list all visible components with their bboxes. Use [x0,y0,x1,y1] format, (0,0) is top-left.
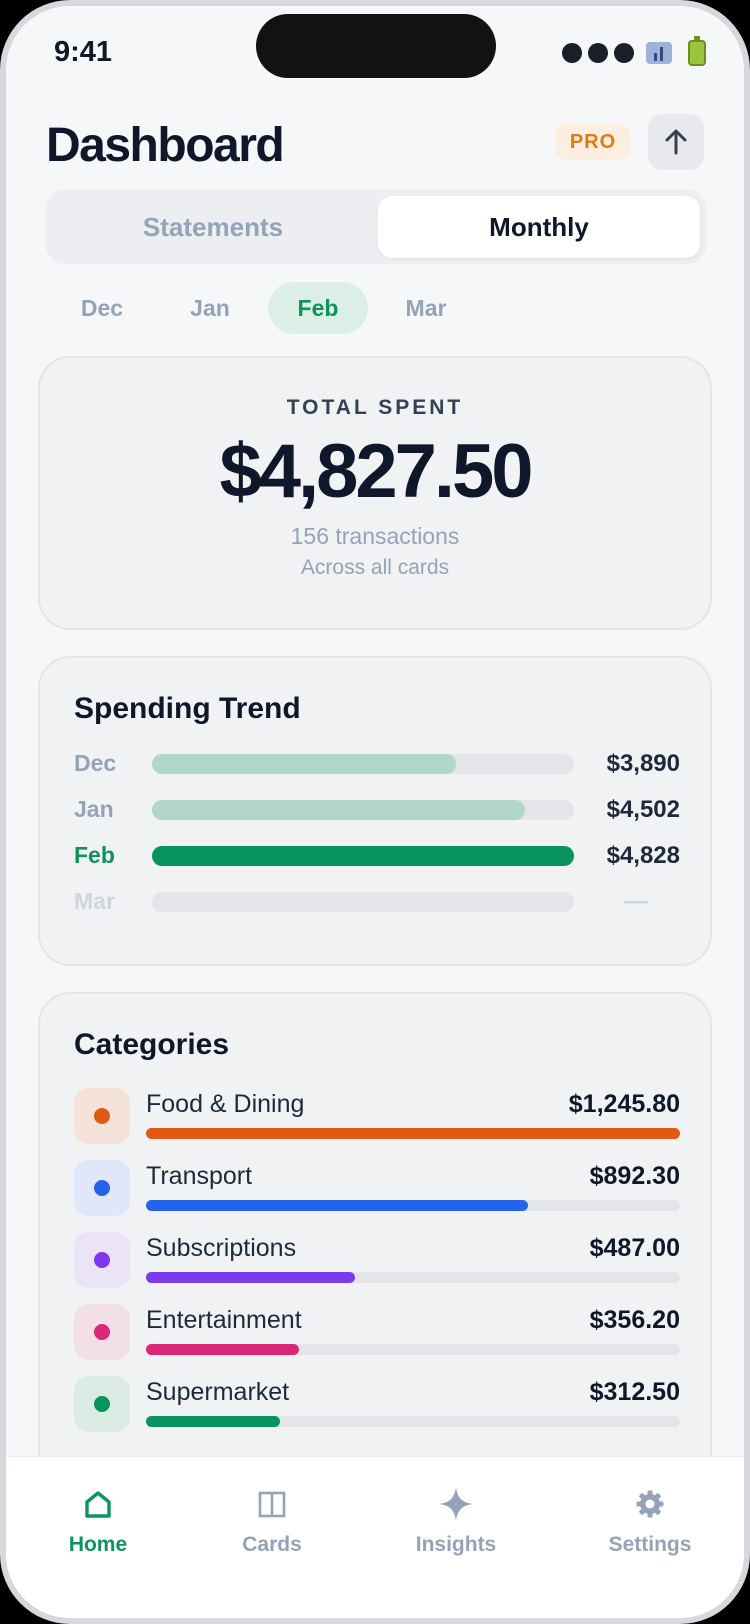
gear-icon [636,1490,664,1518]
signal-dot-icon [614,43,634,63]
category-dot-icon [74,1304,130,1360]
trend-month-label: Mar [74,888,115,914]
category-amount: $356.20 [589,1306,680,1334]
category-row-supermarket[interactable]: Supermarket $312.50 [74,1376,680,1432]
category-bar-track [146,1272,680,1283]
page-title: Dashboard [46,119,285,172]
app-screen: 9:41 Dashboard PRO Statements Monthly De… [6,6,744,1618]
category-dot-icon [74,1232,130,1288]
signal-bars-icon [646,42,672,64]
categories-title: Categories [74,1028,230,1061]
category-amount: $312.50 [589,1378,680,1406]
category-name: Supermarket [146,1378,290,1406]
tab-home[interactable]: Home [18,1479,178,1557]
trend-month-label: Jan [74,796,114,822]
sparkle-icon [439,1487,473,1521]
tab-settings[interactable]: Settings [570,1479,730,1557]
month-chip-mar[interactable]: Mar [405,294,447,321]
tab-insights[interactable]: Insights [376,1479,536,1557]
category-row-transport[interactable]: Transport $892.30 [74,1160,680,1216]
category-name: Transport [146,1162,253,1190]
category-bar-track [146,1416,680,1427]
category-bar-fill [146,1200,529,1211]
status-icons [562,36,706,66]
category-name: Food & Dining [146,1090,305,1118]
month-chip-dec[interactable]: Dec [80,294,124,321]
category-dot-icon [74,1160,130,1216]
trend-month-label: Feb [74,842,115,868]
trend-amount: — [624,888,648,915]
tab-insights-label: Insights [415,1533,497,1556]
trend-bar-track [152,846,574,866]
status-time: 9:41 [54,36,113,68]
category-bar-fill [146,1344,299,1355]
transaction-count: 156 transactions [290,523,460,549]
trend-bar-track [152,800,574,820]
tab-monthly[interactable]: Monthly [378,196,700,258]
trend-row[interactable]: Jan $4,502 [74,796,680,826]
spending-trend-card: Spending Trend Dec $3,890 Jan $4,502 Feb… [38,656,712,966]
trend-amount: $3,890 [606,750,680,777]
trend-amount: $4,828 [606,842,680,869]
signal-dot-icon [588,43,608,63]
trend-row[interactable]: Mar — [74,888,680,918]
trend-row[interactable]: Feb $4,828 [74,842,680,872]
trend-bar-fill [152,800,526,820]
category-dot-icon [74,1088,130,1144]
category-amount: $487.00 [589,1234,680,1262]
category-amount: $892.30 [589,1162,680,1190]
view-segmented-control: Statements Monthly [46,190,706,264]
category-bar-track [146,1200,680,1211]
total-scope: Across all cards [300,556,450,579]
category-name: Entertainment [146,1306,302,1334]
arrow-up-icon [665,129,687,155]
total-spent-amount: $4,827.50 [219,429,533,514]
total-spent-card: TOTAL SPENT $4,827.50 156 transactions A… [38,356,712,630]
bottom-tab-bar: Home Cards Insights [6,1456,744,1618]
category-row-entertainment[interactable]: Entertainment $356.20 [74,1304,680,1360]
category-bar-fill [146,1272,355,1283]
trend-bar-track [152,892,574,912]
category-amount: $1,245.80 [568,1090,680,1118]
tab-home-label: Home [68,1533,128,1556]
category-row-food[interactable]: Food & Dining $1,245.80 [74,1088,680,1144]
category-bar-track [146,1344,680,1355]
battery-icon [688,36,706,66]
trend-bar-track [152,754,574,774]
tab-settings-label: Settings [608,1533,692,1556]
categories-card: Categories Food & Dining $1,245.80 Trans… [38,992,712,1492]
trend-amount: $4,502 [606,796,680,823]
upload-button[interactable] [648,114,704,170]
spending-trend-title: Spending Trend [74,692,301,725]
trend-month-label: Dec [74,750,117,776]
pro-badge[interactable]: PRO [556,124,630,160]
total-spent-label: TOTAL SPENT [286,396,464,419]
signal-dot-icon [562,43,582,63]
category-row-subscriptions[interactable]: Subscriptions $487.00 [74,1232,680,1288]
category-bar-track [146,1128,680,1139]
month-chip-jan[interactable]: Jan [190,294,230,321]
month-selector: Dec Jan Feb Mar [46,282,466,334]
category-dot-icon [74,1376,130,1432]
trend-bar-fill [152,754,456,774]
dynamic-island [256,14,496,78]
trend-row[interactable]: Dec $3,890 [74,750,680,780]
tab-statements[interactable]: Statements [142,211,284,242]
category-bar-fill [146,1128,680,1139]
cards-icon [258,1491,286,1518]
home-icon [85,1491,111,1518]
category-bar-fill [146,1416,281,1427]
tab-cards-label: Cards [242,1533,302,1556]
tab-cards[interactable]: Cards [192,1479,352,1557]
category-name: Subscriptions [146,1234,297,1262]
month-chip-feb[interactable]: Feb [268,282,368,334]
trend-bar-fill [152,846,574,866]
